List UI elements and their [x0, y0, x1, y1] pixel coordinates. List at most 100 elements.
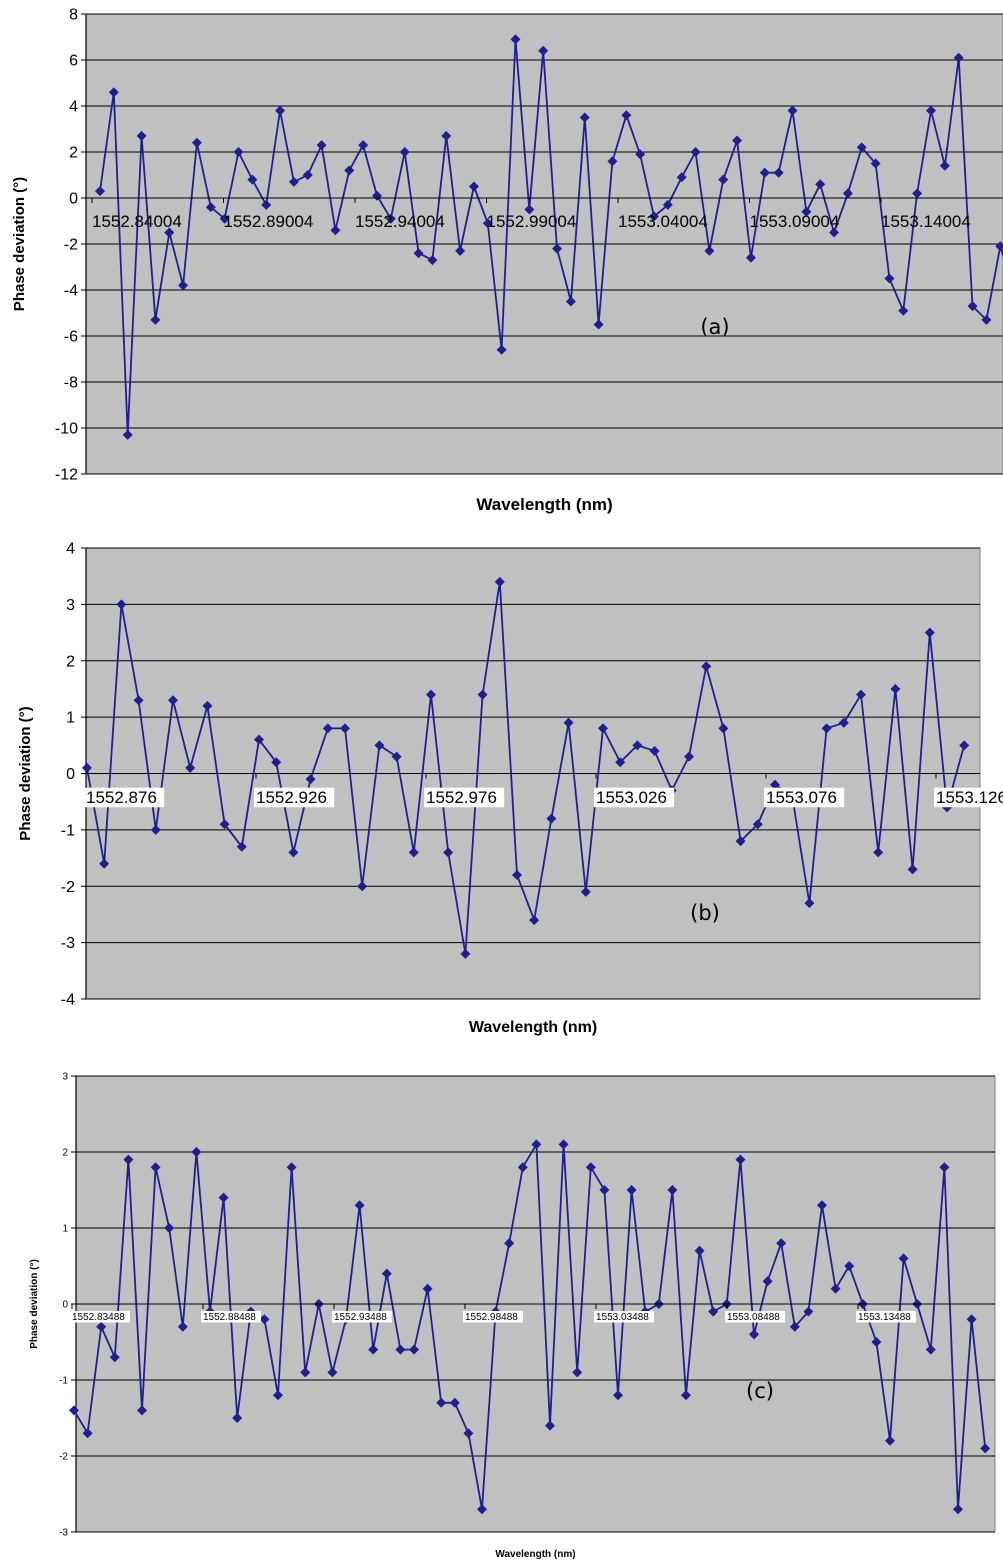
data-point	[191, 137, 202, 148]
data-point	[477, 689, 488, 700]
y-tick-label: -10	[55, 421, 78, 438]
data-point	[844, 1261, 855, 1271]
data-point	[773, 167, 784, 178]
chart-panel-b: 4 3 2 1 0 -1 -2 -3 -4 1552.876 1552.926 1552.976 155…	[0, 537, 1003, 1042]
data-point	[374, 740, 385, 751]
data-point	[912, 188, 923, 199]
x-tick-label-bg	[725, 1311, 785, 1323]
data-point	[759, 167, 770, 178]
data-point	[787, 105, 798, 116]
y-tick-label: 6	[69, 53, 78, 70]
data-point	[599, 1185, 610, 1195]
y-tick-label: 2	[66, 653, 75, 670]
data-point	[907, 864, 918, 875]
data-point	[449, 1397, 460, 1408]
data-point	[593, 319, 604, 330]
data-point	[99, 858, 110, 869]
data-point	[409, 1344, 419, 1355]
data-point	[531, 1139, 542, 1150]
x-tick-label: 1552.926	[256, 788, 327, 807]
x-tick-label-bg	[332, 1311, 392, 1323]
data-point	[884, 273, 895, 284]
data-point	[218, 1192, 229, 1203]
data-point	[870, 158, 881, 169]
data-point	[219, 213, 230, 224]
data-point	[408, 847, 419, 858]
data-point	[273, 1390, 283, 1401]
data-point	[316, 140, 327, 151]
data-point	[735, 836, 746, 847]
data-point	[327, 1367, 338, 1378]
data-point	[236, 841, 247, 852]
data-point	[558, 1139, 569, 1150]
data-point	[607, 156, 618, 167]
y-axis-title: Phase deviation (°)	[29, 1259, 40, 1349]
data-point	[817, 1200, 827, 1211]
chart-a-svg: 8 6 4 2 0 -2 -4 -6 -8 -10 -12 1552.84004 1552.89004 1…	[11, 7, 1003, 514]
x-tick-label-bg	[201, 1311, 261, 1323]
data-point	[563, 717, 574, 728]
x-tick-label-bg	[424, 787, 505, 808]
data-point	[395, 1344, 406, 1355]
data-point	[939, 1162, 950, 1173]
data-point	[626, 1185, 637, 1195]
data-point	[357, 881, 368, 892]
y-tick-label: 0	[62, 1300, 68, 1311]
data-point	[732, 135, 743, 146]
data-point	[368, 1344, 379, 1355]
y-tick-label: 3	[62, 1072, 68, 1083]
x-tick-label: 1553.08488	[727, 1312, 780, 1323]
data-point	[676, 172, 687, 183]
data-point	[300, 1367, 311, 1378]
data-point	[358, 140, 369, 151]
data-point	[953, 1504, 963, 1515]
x-tick-label: 1553.03488	[596, 1312, 649, 1323]
data-point	[804, 898, 815, 909]
data-point	[150, 824, 161, 835]
data-point	[838, 717, 849, 728]
data-point	[635, 149, 646, 160]
data-point	[708, 1306, 719, 1317]
data-point	[496, 344, 507, 355]
data-point	[842, 188, 853, 199]
data-point	[745, 252, 756, 263]
data-point	[701, 661, 712, 672]
data-point	[164, 1223, 175, 1233]
data-point	[981, 314, 992, 325]
data-point	[259, 1314, 270, 1325]
data-point	[69, 1405, 79, 1416]
y-tick-label: 3	[66, 597, 75, 614]
data-point	[205, 202, 216, 213]
data-point	[580, 886, 591, 897]
y-tick-label: -6	[64, 329, 78, 346]
data-point	[770, 779, 780, 790]
x-tick-label: 1552.98488	[465, 1312, 518, 1323]
data-point	[302, 170, 313, 180]
x-tick-label: 1553.076	[766, 788, 837, 807]
data-point	[598, 723, 608, 734]
series-line	[73, 1143, 987, 1511]
data-point	[662, 199, 673, 210]
data-point	[749, 1329, 759, 1340]
data-point	[422, 1283, 433, 1294]
x-tick-label: 1553.026	[596, 788, 667, 807]
data-point	[109, 1352, 120, 1363]
x-tick-label-bg	[856, 1311, 916, 1323]
data-point	[391, 751, 402, 762]
data-point	[494, 576, 505, 587]
data-point	[185, 762, 196, 773]
data-point	[116, 599, 127, 610]
data-point	[873, 847, 884, 858]
y-tick-label: 4	[66, 541, 75, 558]
data-point	[801, 206, 812, 217]
data-point	[649, 211, 659, 222]
data-point	[967, 301, 978, 312]
data-point	[168, 695, 178, 706]
data-point	[885, 1435, 895, 1446]
x-axis-title: Wavelength (nm)	[495, 1549, 575, 1560]
data-point	[399, 147, 410, 157]
data-point	[718, 723, 729, 734]
data-point	[517, 1162, 528, 1173]
data-point	[413, 248, 424, 259]
data-point	[219, 819, 230, 830]
